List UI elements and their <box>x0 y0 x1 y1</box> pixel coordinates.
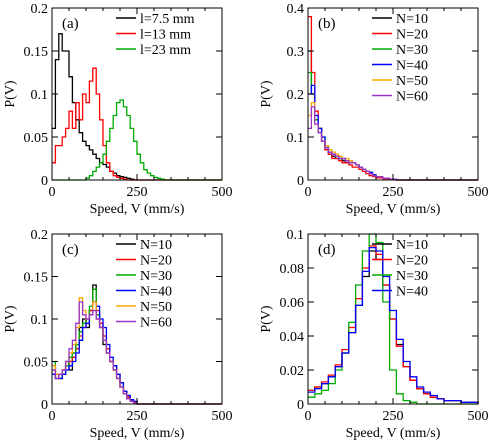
series-line-5 <box>308 101 478 181</box>
y-tick-label: 0.2 <box>287 88 305 103</box>
series-line-3 <box>52 99 222 181</box>
series-line-1 <box>308 250 479 404</box>
y-axis-label: P(V) <box>259 80 274 108</box>
legend-label-5: N=50 <box>140 300 172 315</box>
panel-a: 0 250 500 0 0.05 0.1 0.15 0.2 Speed, V (mm/s) P(V… <box>3 2 233 217</box>
legend-label-5: N=50 <box>396 74 428 89</box>
y-tick-label: 0.3 <box>287 45 305 60</box>
legend-label-4: N=40 <box>396 59 428 74</box>
y-tick-label: 0.05 <box>24 356 49 371</box>
panel-label: (a) <box>62 16 79 32</box>
legend-label-3: N=30 <box>396 43 428 58</box>
y-tick-label: 0.02 <box>280 364 305 379</box>
legend-label-1: N=10 <box>396 12 428 27</box>
series-line-2 <box>308 15 478 181</box>
x-tick-label: 0 <box>49 409 56 424</box>
x-axis-label: Speed, V (mm/s) <box>90 426 185 441</box>
series-line-4 <box>308 246 479 404</box>
x-tick-label: 250 <box>127 185 148 200</box>
series-line-1 <box>52 33 222 181</box>
series-line-6 <box>52 301 222 405</box>
y-tick-label: 0.05 <box>24 131 49 146</box>
panel-d: 0 250 500 0 0.02 0.04 0.06 0.08 0.1 Speed, V (mm/… <box>259 228 489 441</box>
x-tick-label: 0 <box>49 185 56 200</box>
y-axis-label: P(V) <box>3 305 18 333</box>
y-tick-label: 0 <box>297 398 304 413</box>
y-tick-label: 0.1 <box>287 131 305 146</box>
x-tick-label: 250 <box>127 409 148 424</box>
y-tick-label: 0.15 <box>24 271 49 286</box>
x-tick-label: 500 <box>468 409 489 424</box>
legend-label-4: N=40 <box>396 285 428 300</box>
y-tick-label: 0.04 <box>280 330 305 345</box>
series-line-3 <box>52 288 222 405</box>
x-tick-label: 0 <box>305 409 312 424</box>
panel-label: (c) <box>62 242 79 258</box>
y-tick-label: 0.15 <box>24 45 49 60</box>
y-tick-label: 0 <box>41 398 48 413</box>
series-line-6 <box>308 106 478 181</box>
y-tick-label: 0.2 <box>31 228 49 243</box>
y-tick-label: 0.1 <box>31 313 49 328</box>
series-line-4 <box>308 84 478 181</box>
legend-label-1: N=10 <box>396 238 428 253</box>
legend-label-6: N=60 <box>396 90 428 105</box>
series-line-3 <box>308 71 478 181</box>
legend-label-6: N=60 <box>140 316 172 331</box>
panel-label: (d) <box>318 242 336 258</box>
x-tick-label: 500 <box>212 409 233 424</box>
panel-b: 0 250 500 0 0.1 0.2 0.3 0.4 Speed, V (mm/s) P(V) (… <box>259 2 489 217</box>
legend-label-3: N=30 <box>396 269 428 284</box>
x-axis-label: Speed, V (mm/s) <box>90 202 185 217</box>
legend-label-2: l=13 mm <box>140 28 191 43</box>
legend-label-3: l=23 mm <box>140 43 191 58</box>
legend-label-2: N=20 <box>396 254 428 269</box>
x-tick-label: 0 <box>305 185 312 200</box>
legend-label-4: N=40 <box>140 285 172 300</box>
series-line-1 <box>308 50 478 181</box>
y-axis-label: P(V) <box>3 80 18 108</box>
series-line-4 <box>52 305 222 405</box>
series-line-5 <box>52 297 222 405</box>
y-tick-label: 0.08 <box>280 262 305 277</box>
plot-frame <box>51 233 223 405</box>
x-tick-label: 250 <box>383 409 404 424</box>
x-tick-label: 250 <box>383 185 404 200</box>
y-tick-label: 0 <box>41 174 48 189</box>
y-tick-label: 0.2 <box>31 2 49 17</box>
y-tick-label: 0.1 <box>287 228 305 243</box>
panel-label: (b) <box>318 16 336 32</box>
y-tick-label: 0.1 <box>31 88 49 103</box>
x-axis-label: Speed, V (mm/s) <box>346 426 441 441</box>
legend-label-2: N=20 <box>140 254 172 269</box>
y-tick-label: 0 <box>297 174 304 189</box>
y-axis-label: P(V) <box>259 305 274 333</box>
panel-c: 0 250 500 0 0.05 0.1 0.15 0.2 Speed, V (mm/s) P(V… <box>3 228 233 441</box>
series-line-2 <box>52 67 222 181</box>
y-tick-label: 0.4 <box>287 2 305 17</box>
legend-label-1: l=7.5 mm <box>140 12 195 27</box>
legend-label-3: N=30 <box>140 269 172 284</box>
x-tick-label: 500 <box>212 185 233 200</box>
series-line-2 <box>308 245 479 404</box>
legend-label-2: N=20 <box>396 28 428 43</box>
legend-label-1: N=10 <box>140 238 172 253</box>
x-axis-label: Speed, V (mm/s) <box>346 202 441 217</box>
x-tick-label: 500 <box>468 185 489 200</box>
y-tick-label: 0.06 <box>280 296 305 311</box>
